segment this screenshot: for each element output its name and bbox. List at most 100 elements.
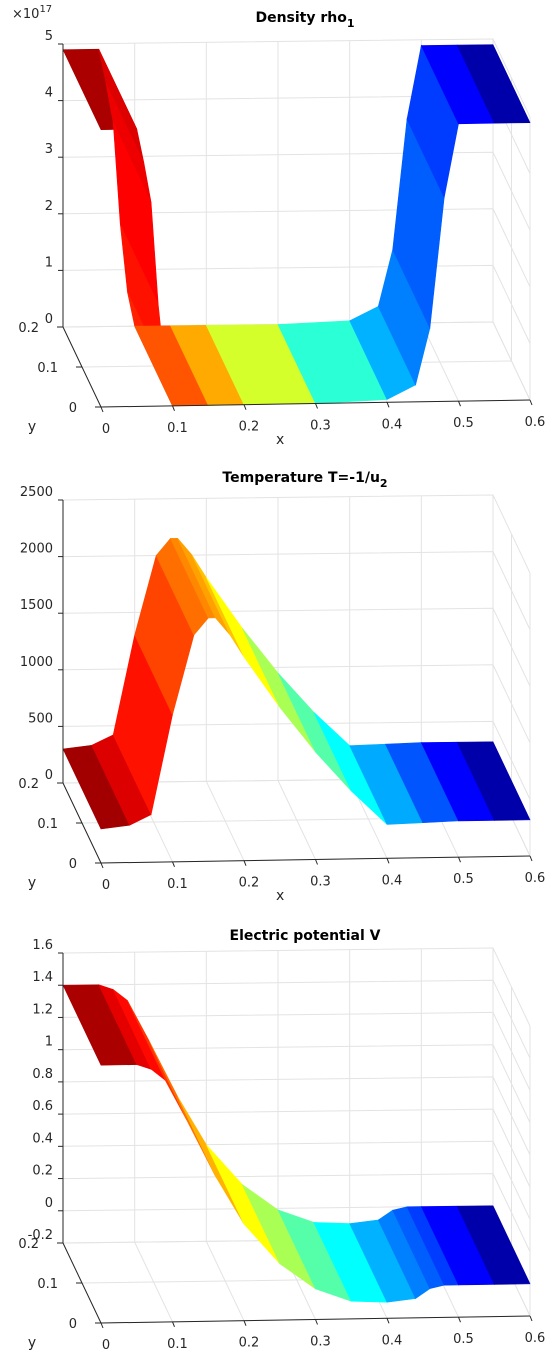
x-tick — [458, 1316, 461, 1323]
z-tick-label: 0.2 — [32, 1164, 53, 1179]
x-tick — [529, 399, 533, 406]
z-tick-label: 1000 — [20, 655, 53, 670]
x-tick — [386, 1318, 390, 1324]
surface-patch — [241, 627, 316, 753]
x-tick — [458, 400, 461, 407]
z-tick-label: 5 — [45, 29, 53, 44]
x-tick-label: 0.5 — [453, 1332, 474, 1347]
z-gridline — [62, 494, 531, 574]
x-tick-label: 0.6 — [525, 871, 546, 886]
x-axis-label: x — [276, 888, 284, 904]
x-tick-label: 0 — [102, 422, 110, 437]
x-tick-label: 0.2 — [239, 420, 260, 435]
x-tick — [315, 859, 318, 865]
z-gridline — [62, 551, 531, 630]
x-tick — [315, 1319, 318, 1325]
exponent-base: ×10 — [12, 7, 39, 22]
x-gridline — [277, 497, 316, 860]
chart-panel-1: 0 0.1 0.2 0.3 0.4 0.5 0.6 0 0.1 0.2 0 1 2 3 4 5 x y Densit… — [12, 4, 545, 448]
x-tick — [315, 403, 318, 409]
x-tick-label: 0.5 — [453, 872, 474, 887]
z-tick-label: 2 — [45, 199, 53, 214]
y-tick-label: 0.2 — [18, 321, 39, 336]
z-tick-label: 1 — [45, 1035, 53, 1050]
z-tick-label: -0.2 — [28, 1228, 53, 1243]
z-tick-label: 1500 — [20, 598, 53, 613]
y-axis-label: y — [28, 419, 36, 435]
z-tick-label: 0.8 — [32, 1067, 53, 1082]
x-tick-label: 0.4 — [382, 417, 403, 432]
surface-patch — [456, 741, 531, 821]
x-tick-label: 0.2 — [239, 1336, 260, 1351]
x-gridline — [134, 952, 173, 1323]
x-gridline — [205, 951, 245, 1321]
surface-patch — [177, 1096, 245, 1225]
chart-panel-3: 0 0.1 0.2 0.3 0.4 0.5 0.600.10.2-0.200.20.40.6… — [18, 928, 545, 1353]
z-tick-label: 0.4 — [32, 1131, 53, 1146]
y-tick-label: 0.2 — [18, 777, 39, 792]
x-tick — [100, 862, 104, 869]
z-tick-label: 500 — [28, 711, 53, 726]
x-tick — [100, 406, 104, 413]
surface-patch — [206, 577, 281, 708]
y-tick-label: 0 — [69, 857, 77, 872]
z-tick-label: 3 — [45, 142, 53, 157]
x-tick-label: 0.4 — [382, 1333, 403, 1348]
z-tick-label: 0 — [45, 1196, 53, 1211]
x-tick-label: 0.1 — [167, 1337, 188, 1352]
x-tick-label: 0.1 — [167, 877, 188, 892]
z-tick-label: 1.4 — [32, 970, 53, 985]
chart-title: Density rho1 — [255, 10, 354, 30]
chart-title: Temperature T=-1/u2 — [222, 470, 387, 490]
y-axis-label: y — [28, 875, 36, 891]
z-tick-label: 0 — [45, 768, 53, 783]
x-gridline — [205, 498, 245, 861]
surface-patch — [456, 1205, 531, 1285]
chart-title-main: Density rho — [255, 10, 347, 26]
y-tick-label: 0 — [69, 1317, 77, 1332]
y-tick-label: 0.1 — [37, 1277, 58, 1292]
exponent-power: 17 — [39, 4, 52, 15]
x-tick — [386, 858, 390, 864]
z-tick-label: 2000 — [20, 542, 53, 557]
chart-title-subscript: 1 — [347, 17, 355, 30]
z-tick-label: 1.2 — [32, 1002, 53, 1017]
x-tick-label: 0 — [102, 878, 110, 893]
y-tick-label: 0.1 — [37, 817, 58, 832]
surface-patch — [277, 672, 352, 792]
chart-title-main: Temperature T=-1/u — [222, 470, 380, 486]
x-tick-label: 0 — [102, 1338, 110, 1353]
x-tick — [458, 856, 461, 863]
x-tick-label: 0.6 — [525, 415, 546, 430]
x-tick — [243, 1320, 247, 1326]
x-tick — [529, 855, 533, 862]
x-tick — [100, 1322, 104, 1329]
x-tick — [172, 405, 175, 412]
z-tick-label: 2500 — [20, 485, 53, 500]
y-tick-label: 0.1 — [37, 361, 58, 376]
chart-title: Electric potential V — [230, 928, 381, 944]
z-tick-label: 0 — [45, 312, 53, 327]
chart-panel-2: 0 0.1 0.2 0.3 0.4 0.5 0.6 0 0.1 0.2 0 500 1000 1500 20… — [18, 470, 545, 904]
x-tick-label: 0.2 — [239, 876, 260, 891]
z-tick-label: 0.6 — [32, 1099, 53, 1114]
x-axis-label: x — [276, 432, 284, 448]
x-tick-label: 0.4 — [382, 873, 403, 888]
surface-patch — [456, 44, 531, 124]
x-tick — [172, 1321, 175, 1328]
x-tick-label: 0.1 — [167, 421, 188, 436]
x-tick-label: 0.3 — [310, 1335, 331, 1350]
x-tick-label: 0.6 — [525, 1331, 546, 1346]
z-axis-exponent: ×1017 — [12, 4, 52, 22]
chart-title-main: Electric potential V — [230, 928, 381, 944]
z-tick-label: 1.6 — [32, 938, 53, 953]
chart-title-subscript: 2 — [380, 477, 388, 490]
x-tick — [386, 402, 390, 408]
y-tick-label: 0.2 — [18, 1237, 39, 1252]
x-tick-label: 0.3 — [310, 875, 331, 890]
x-tick-label: 0.3 — [310, 419, 331, 434]
z-tick-label: 4 — [45, 86, 53, 101]
x-tick — [172, 861, 175, 868]
y-tick-label: 0 — [69, 401, 77, 416]
